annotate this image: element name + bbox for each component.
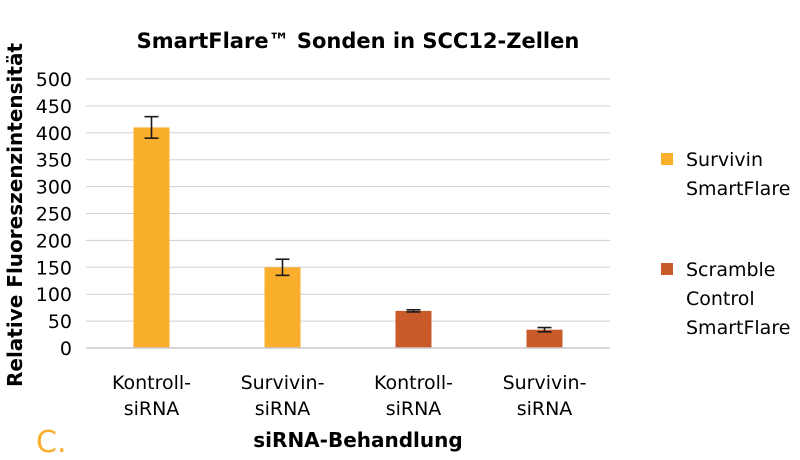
legend-swatch-1 bbox=[661, 263, 673, 275]
y-tick-label: 500 bbox=[36, 69, 72, 91]
y-axis-title: Relative Fluoreszenzintensität bbox=[3, 43, 27, 387]
legend: Survivin SmartFlare Scramble Control SmartFl… bbox=[661, 149, 790, 339]
x-category-line: Survivin- bbox=[241, 372, 325, 394]
x-category-label: Kontroll-siRNA bbox=[374, 372, 453, 420]
error-bar-series-0-cat-0 bbox=[144, 115, 159, 139]
x-category-line: siRNA bbox=[124, 398, 180, 420]
x-category-line: Survivin- bbox=[503, 372, 587, 394]
y-tick-label: 100 bbox=[36, 284, 72, 306]
x-category-line: siRNA bbox=[386, 398, 442, 420]
gridlines bbox=[86, 78, 610, 322]
error-bar-series-1-cat-2 bbox=[406, 309, 421, 313]
legend-label-line: SmartFlare bbox=[686, 317, 790, 339]
y-tick-label: 300 bbox=[36, 177, 72, 199]
x-category-label: Survivin-siRNA bbox=[241, 372, 325, 420]
x-category-label: Kontroll-siRNA bbox=[112, 372, 191, 420]
bars bbox=[133, 127, 563, 348]
legend-label-line: Control bbox=[686, 288, 755, 310]
bar-series-1-cat-2 bbox=[395, 310, 432, 348]
y-tick-label: 250 bbox=[36, 204, 72, 226]
y-tick-label: 150 bbox=[36, 257, 72, 279]
y-tick-label: 50 bbox=[48, 311, 72, 333]
chart-title: SmartFlare™ Sonden in SCC12-Zellen bbox=[137, 29, 580, 53]
x-category-line: Kontroll- bbox=[374, 372, 453, 394]
legend-label-line: Scramble bbox=[686, 259, 776, 281]
x-axis-categories: Kontroll-siRNASurvivin-siRNAKontroll-siR… bbox=[112, 372, 586, 420]
legend-label-0: Survivin SmartFlare bbox=[686, 149, 790, 200]
x-axis-title: siRNA-Behandlung bbox=[253, 428, 462, 452]
y-tick-label: 450 bbox=[36, 96, 72, 118]
error-bar-series-1-cat-3 bbox=[537, 326, 552, 333]
legend-swatch-0 bbox=[661, 153, 673, 165]
bar-series-0-cat-1 bbox=[264, 267, 301, 348]
x-category-line: siRNA bbox=[255, 398, 311, 420]
y-tick-label: 400 bbox=[36, 123, 72, 145]
x-category-line: siRNA bbox=[517, 398, 573, 420]
legend-label-line: SmartFlare bbox=[686, 178, 790, 200]
y-tick-label: 350 bbox=[36, 150, 72, 172]
legend-label-line: Survivin bbox=[686, 149, 763, 171]
error-bars bbox=[144, 115, 552, 333]
error-bar-series-0-cat-1 bbox=[275, 258, 290, 277]
x-category-line: Kontroll- bbox=[112, 372, 191, 394]
x-category-label: Survivin-siRNA bbox=[503, 372, 587, 420]
panel-label: C. bbox=[36, 425, 66, 460]
y-tick-label: 0 bbox=[60, 338, 72, 360]
bar-series-0-cat-0 bbox=[133, 127, 170, 348]
legend-label-1: Scramble Control SmartFlare bbox=[686, 259, 790, 339]
y-axis-ticks: 0 50 100 150 200 250 300 350 400 450 500 bbox=[36, 69, 72, 360]
y-tick-label: 200 bbox=[36, 230, 72, 252]
bar-series-1-cat-3 bbox=[526, 329, 563, 348]
